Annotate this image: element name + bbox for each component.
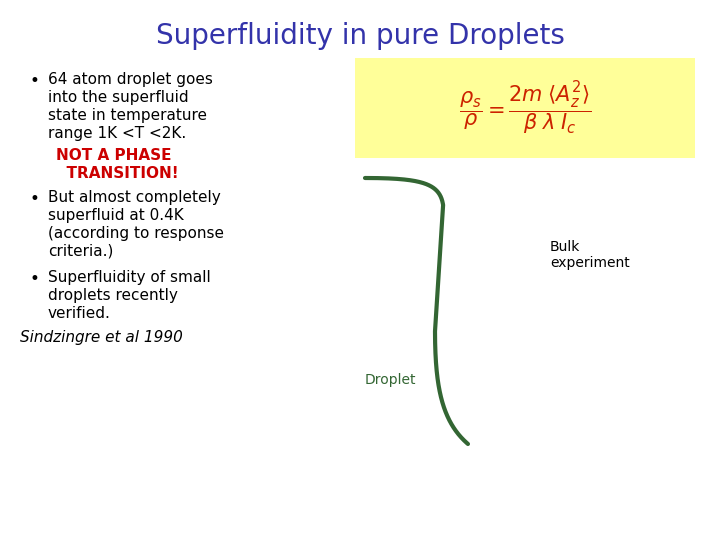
Text: verified.: verified. — [48, 306, 111, 321]
Text: range 1K <T <2K.: range 1K <T <2K. — [48, 126, 186, 141]
Text: criteria.): criteria.) — [48, 244, 113, 259]
Text: superfluid at 0.4K: superfluid at 0.4K — [48, 208, 184, 223]
Text: NOT A PHASE: NOT A PHASE — [56, 148, 171, 163]
Text: Droplet: Droplet — [365, 373, 416, 387]
Text: •: • — [30, 190, 40, 208]
Text: Sindzingre et al 1990: Sindzingre et al 1990 — [20, 330, 183, 345]
Text: droplets recently: droplets recently — [48, 288, 178, 303]
Bar — [355, 58, 695, 158]
Text: $\dfrac{\rho_s}{\rho} = \dfrac{2m\;\langle A_z^2 \rangle}{\beta\;\lambda\;I_c}$: $\dfrac{\rho_s}{\rho} = \dfrac{2m\;\lang… — [459, 79, 591, 137]
Text: •: • — [30, 72, 40, 90]
Text: state in temperature: state in temperature — [48, 108, 207, 123]
Text: 64 atom droplet goes: 64 atom droplet goes — [48, 72, 213, 87]
Text: •: • — [30, 270, 40, 288]
Text: TRANSITION!: TRANSITION! — [56, 166, 179, 181]
Text: Superfluidity in pure Droplets: Superfluidity in pure Droplets — [156, 22, 564, 50]
Text: But almost completely: But almost completely — [48, 190, 221, 205]
Text: Bulk
experiment: Bulk experiment — [550, 240, 630, 270]
Text: (according to response: (according to response — [48, 226, 224, 241]
Text: into the superfluid: into the superfluid — [48, 90, 189, 105]
Text: Superfluidity of small: Superfluidity of small — [48, 270, 211, 285]
